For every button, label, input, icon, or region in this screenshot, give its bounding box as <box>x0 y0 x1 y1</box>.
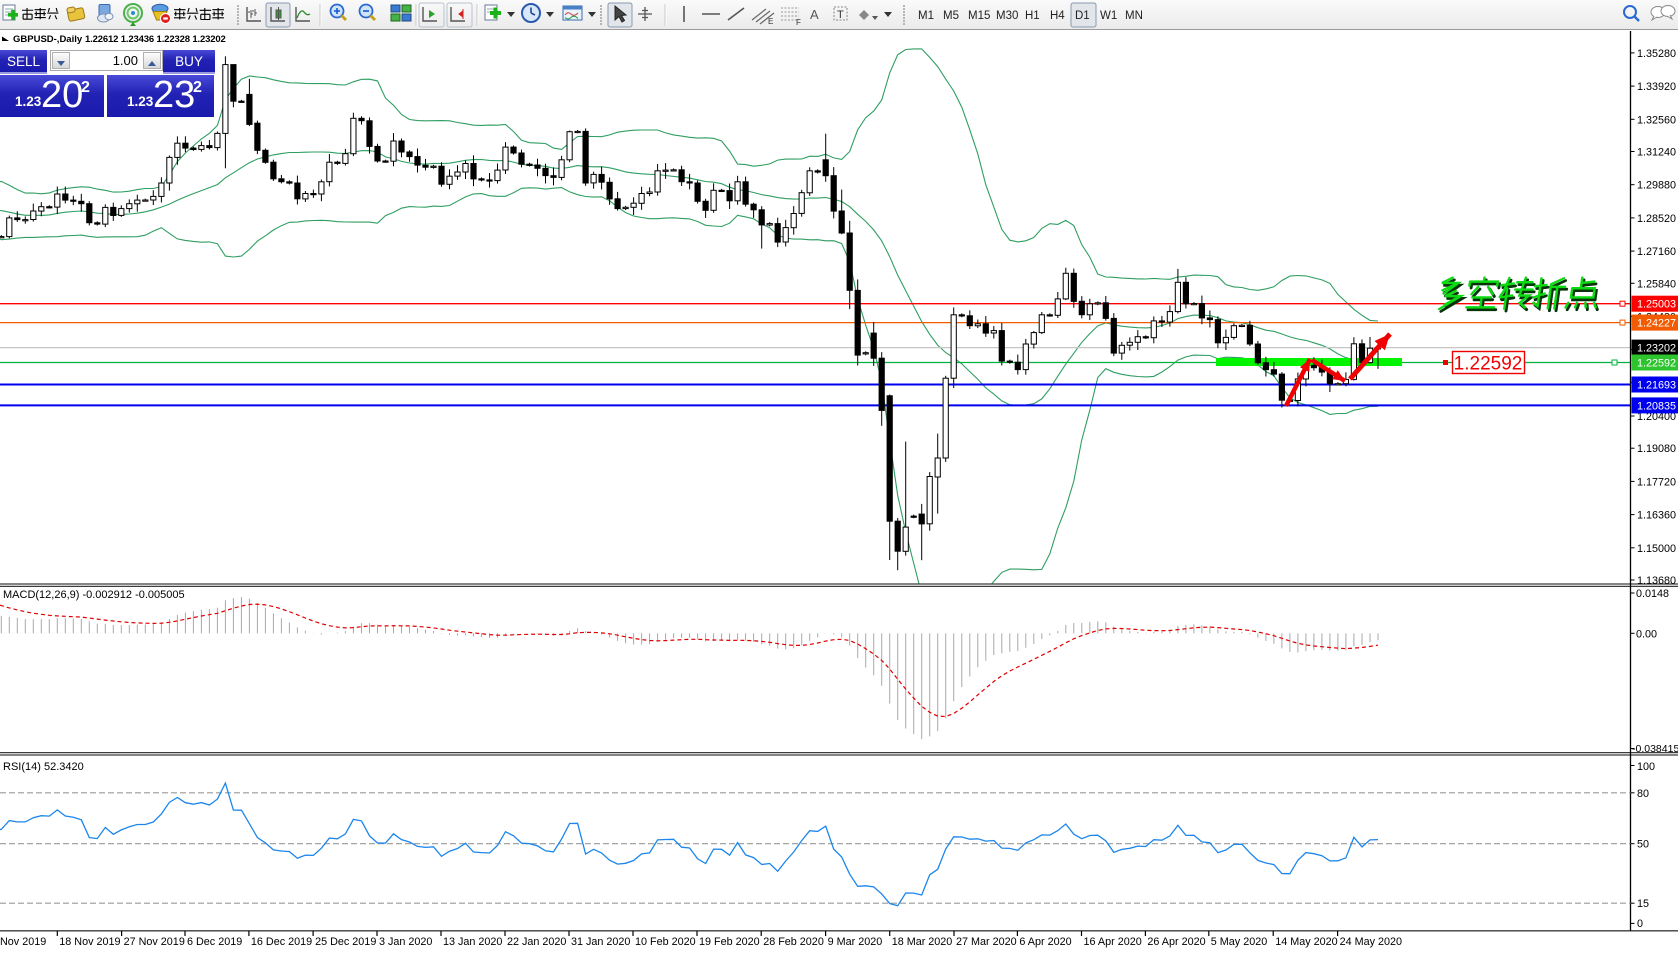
svg-text:26 Apr 2020: 26 Apr 2020 <box>1147 936 1205 948</box>
svg-text:1.17720: 1.17720 <box>1637 476 1676 488</box>
svg-text:5 May 2020: 5 May 2020 <box>1211 936 1267 948</box>
svg-text:H4: H4 <box>1050 10 1065 22</box>
svg-text:16 Dec 2019: 16 Dec 2019 <box>251 936 312 948</box>
svg-text:1.19080: 1.19080 <box>1637 443 1676 455</box>
svg-text:22 Jan 2020: 22 Jan 2020 <box>507 936 566 948</box>
svg-text:1.13680: 1.13680 <box>1637 575 1676 587</box>
svg-text:F: F <box>796 18 801 27</box>
svg-text:6 Dec 2019: 6 Dec 2019 <box>187 936 242 948</box>
svg-text:10 Feb 2020: 10 Feb 2020 <box>635 936 696 948</box>
svg-text:MN: MN <box>1125 10 1143 22</box>
svg-text:W1: W1 <box>1100 10 1117 22</box>
svg-text:M15: M15 <box>968 10 990 22</box>
svg-text:1.22592: 1.22592 <box>1637 358 1676 370</box>
svg-text:M1: M1 <box>918 10 934 22</box>
svg-text:19 Feb 2020: 19 Feb 2020 <box>699 936 760 948</box>
svg-text:24 May 2020: 24 May 2020 <box>1340 936 1402 948</box>
svg-text:1.27160: 1.27160 <box>1637 246 1676 258</box>
svg-text:T: T <box>837 9 844 21</box>
svg-text:31 Jan 2020: 31 Jan 2020 <box>571 936 630 948</box>
svg-text:1.28520: 1.28520 <box>1637 213 1676 225</box>
svg-text:1.25003: 1.25003 <box>1637 299 1676 311</box>
svg-text:-0.038415: -0.038415 <box>1632 743 1678 755</box>
svg-text:M5: M5 <box>943 10 959 22</box>
svg-text:D1: D1 <box>1075 10 1090 22</box>
svg-text:1.22592: 1.22592 <box>1454 354 1523 375</box>
svg-text:1.32560: 1.32560 <box>1637 114 1676 126</box>
svg-text:GBPUSD-,Daily: GBPUSD-,Daily <box>13 34 83 45</box>
svg-text:100: 100 <box>1637 761 1655 773</box>
svg-text:1.35280: 1.35280 <box>1637 48 1676 60</box>
svg-text:Nov 2019: Nov 2019 <box>0 936 46 948</box>
svg-text:0.0148: 0.0148 <box>1636 588 1669 600</box>
svg-text:14 May 2020: 14 May 2020 <box>1275 936 1337 948</box>
svg-text:1.29880: 1.29880 <box>1637 180 1676 192</box>
svg-text:1.24227: 1.24227 <box>1637 318 1676 330</box>
svg-text:3 Jan 2020: 3 Jan 2020 <box>379 936 432 948</box>
svg-text:1.21693: 1.21693 <box>1637 380 1676 392</box>
svg-text:25 Dec 2019: 25 Dec 2019 <box>315 936 376 948</box>
svg-text:1.15000: 1.15000 <box>1637 543 1676 555</box>
svg-text:13 Jan 2020: 13 Jan 2020 <box>443 936 502 948</box>
svg-text:0.00: 0.00 <box>1636 628 1657 640</box>
svg-text:50: 50 <box>1637 839 1649 851</box>
svg-text:E: E <box>768 17 773 26</box>
svg-text:6 Apr 2020: 6 Apr 2020 <box>1019 936 1071 948</box>
svg-text:9 Mar 2020: 9 Mar 2020 <box>828 936 883 948</box>
svg-text:18 Mar 2020: 18 Mar 2020 <box>892 936 953 948</box>
svg-text:1.20835: 1.20835 <box>1637 400 1676 412</box>
svg-text:18 Nov 2019: 18 Nov 2019 <box>59 936 120 948</box>
svg-text:MACD(12,26,9) -0.002912 -0.005: MACD(12,26,9) -0.002912 -0.005005 <box>3 589 185 601</box>
svg-text:1.31240: 1.31240 <box>1637 147 1676 159</box>
svg-text:80: 80 <box>1637 788 1649 800</box>
svg-text:1.33920: 1.33920 <box>1637 81 1676 93</box>
svg-text:1.22612 1.23436 1.22328 1.2320: 1.22612 1.23436 1.22328 1.23202 <box>85 34 226 45</box>
svg-text:15: 15 <box>1637 898 1649 910</box>
svg-text:27 Mar 2020: 27 Mar 2020 <box>956 936 1017 948</box>
svg-text:28 Feb 2020: 28 Feb 2020 <box>763 936 824 948</box>
svg-text:M30: M30 <box>996 10 1018 22</box>
svg-text:H1: H1 <box>1025 10 1040 22</box>
svg-text:0: 0 <box>1637 918 1643 930</box>
svg-text:RSI(14) 52.3420: RSI(14) 52.3420 <box>3 761 84 773</box>
svg-text:16 Apr 2020: 16 Apr 2020 <box>1084 936 1142 948</box>
svg-text:1.23202: 1.23202 <box>1637 343 1676 355</box>
svg-text:1.25840: 1.25840 <box>1637 278 1676 290</box>
svg-text:27 Nov 2019: 27 Nov 2019 <box>124 936 185 948</box>
svg-text:A: A <box>810 7 819 22</box>
svg-text:1.16360: 1.16360 <box>1637 510 1676 522</box>
